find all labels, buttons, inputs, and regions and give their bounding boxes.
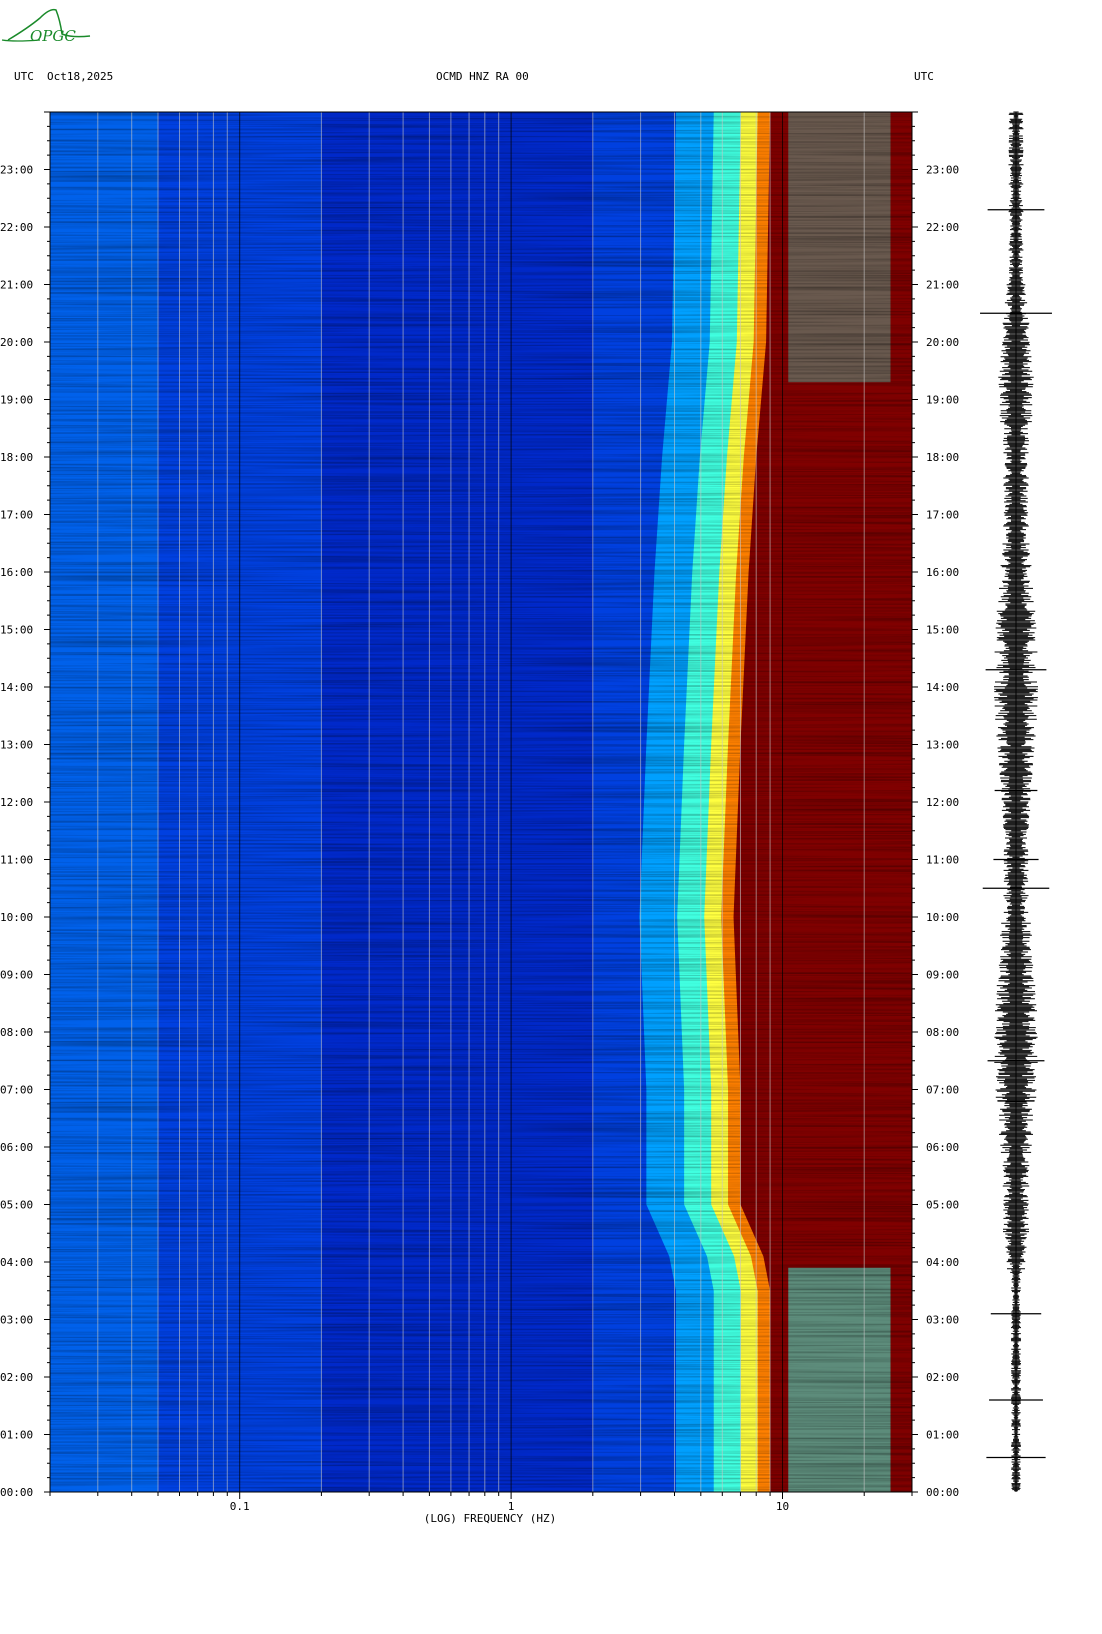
frequency-grid <box>50 112 912 1492</box>
noise-texture <box>50 112 912 1492</box>
opgc-logo: OPGC <box>1 8 91 45</box>
y-tick-label-left: 13:00 <box>0 739 33 752</box>
y-tick-label-left: 05:00 <box>0 1199 33 1212</box>
y-tick-label-right: 14:00 <box>926 681 959 694</box>
y-tick-label-left: 11:00 <box>0 854 33 867</box>
y-tick-label-right: 21:00 <box>926 279 959 292</box>
y-tick-label-right: 12:00 <box>926 796 959 809</box>
trace-waveform <box>994 111 1038 1492</box>
y-tick-label-right: 15:00 <box>926 624 959 637</box>
x-tick-label: 10 <box>776 1500 789 1513</box>
header-right-timezone: UTC <box>914 70 934 83</box>
y-tick-label-left: 14:00 <box>0 681 33 694</box>
y-tick-label-right: 01:00 <box>926 1429 959 1442</box>
header-left-timezone: UTC <box>14 70 34 83</box>
y-tick-label-left: 09:00 <box>0 969 33 982</box>
y-tick-label-right: 17:00 <box>926 509 959 522</box>
y-tick-label-left: 06:00 <box>0 1141 33 1154</box>
y-tick-label-left: 22:00 <box>0 221 33 234</box>
y-tick-label-left: 10:00 <box>0 911 33 924</box>
y-tick-label-right: 03:00 <box>926 1314 959 1327</box>
y-tick-label-right: 00:00 <box>926 1486 959 1499</box>
y-tick-label-left: 01:00 <box>0 1429 33 1442</box>
y-tick-label-left: 03:00 <box>0 1314 33 1327</box>
y-tick-label-left: 18:00 <box>0 451 33 464</box>
y-tick-label-right: 08:00 <box>926 1026 959 1039</box>
y-tick-label-right: 16:00 <box>926 566 959 579</box>
y-tick-label-right: 07:00 <box>926 1084 959 1097</box>
y-tick-label-right: 04:00 <box>926 1256 959 1269</box>
y-tick-label-left: 20:00 <box>0 336 33 349</box>
y-tick-label-left: 12:00 <box>0 796 33 809</box>
x-tick-label: 0.1 <box>230 1500 250 1513</box>
y-tick-label-right: 11:00 <box>926 854 959 867</box>
y-axis-right: 00:00 01:00 02:00 03:00 04:00 05:00 06:00 07:00… <box>912 111 959 1499</box>
y-tick-label-left: 07:00 <box>0 1084 33 1097</box>
y-tick-label-right: 10:00 <box>926 911 959 924</box>
y-tick-label-left: 23:00 <box>0 164 33 177</box>
y-axis-left: 00:00 01:00 02:00 03:00 04:00 05:00 06:00 07:00… <box>0 111 50 1499</box>
y-tick-label-right: 20:00 <box>926 336 959 349</box>
y-tick-label-left: 21:00 <box>0 279 33 292</box>
y-tick-label-left: 15:00 <box>0 624 33 637</box>
y-tick-label-right: 19:00 <box>926 394 959 407</box>
y-tick-label-left: 17:00 <box>0 509 33 522</box>
y-tick-label-right: 23:00 <box>926 164 959 177</box>
y-tick-label-right: 22:00 <box>926 221 959 234</box>
y-tick-label-right: 13:00 <box>926 739 959 752</box>
y-tick-label-left: 08:00 <box>0 1026 33 1039</box>
y-tick-label-left: 02:00 <box>0 1371 33 1384</box>
x-axis: 0.1 1 10 <box>49 1492 913 1513</box>
y-tick-label-right: 18:00 <box>926 451 959 464</box>
y-tick-label-left: 00:00 <box>0 1486 33 1499</box>
header-station: OCMD HNZ RA 00 <box>436 70 529 83</box>
x-axis-label: (LOG) FREQUENCY (HZ) <box>424 1512 556 1525</box>
y-tick-label-right: 02:00 <box>926 1371 959 1384</box>
y-tick-label-right: 05:00 <box>926 1199 959 1212</box>
x-tick-label: 1 <box>508 1500 515 1513</box>
y-tick-label-right: 06:00 <box>926 1141 959 1154</box>
seismogram-trace <box>980 111 1052 1492</box>
y-tick-label-left: 16:00 <box>0 566 33 579</box>
logo-text: OPGC <box>30 27 76 45</box>
y-tick-label-right: 09:00 <box>926 969 959 982</box>
y-tick-label-left: 19:00 <box>0 394 33 407</box>
y-tick-label-left: 04:00 <box>0 1256 33 1269</box>
header-date: Oct18,2025 <box>47 70 114 83</box>
